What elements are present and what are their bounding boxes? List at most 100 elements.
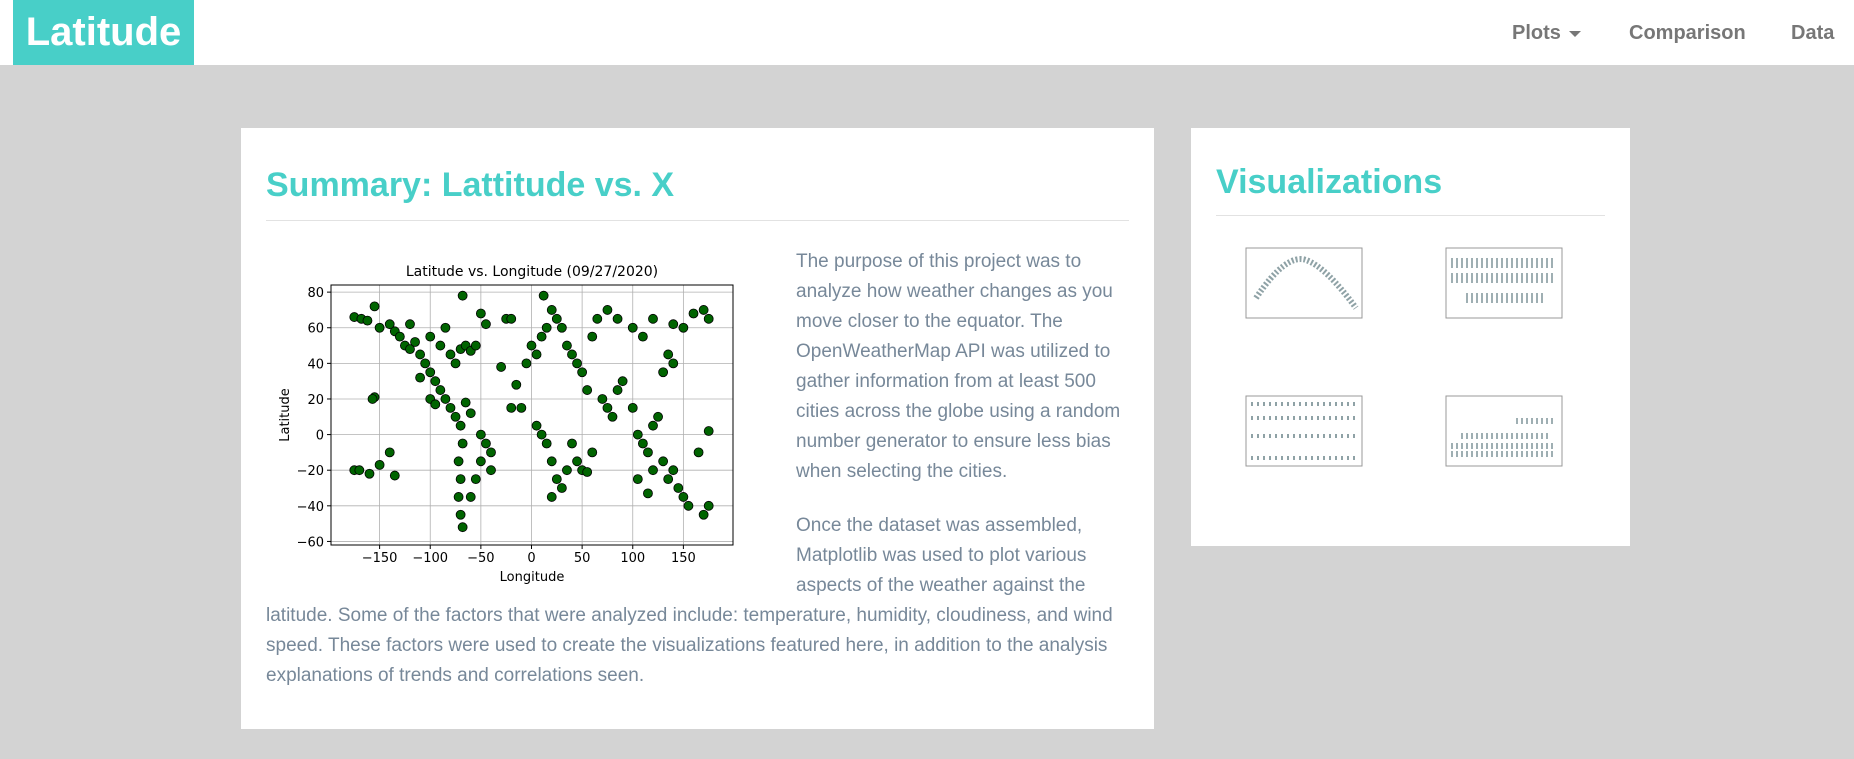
point	[572, 358, 582, 369]
point	[627, 322, 638, 333]
point	[673, 483, 684, 493]
point	[367, 394, 378, 404]
point	[632, 474, 643, 485]
point	[678, 322, 689, 333]
point	[602, 402, 613, 413]
point	[475, 308, 486, 319]
point	[475, 429, 486, 440]
point	[678, 492, 689, 502]
point	[455, 509, 466, 520]
point	[457, 438, 468, 449]
thumbnail[interactable]	[1245, 247, 1363, 319]
chart: −150 −100 −50 0 50 100 150 −60 −40 −20 0 20 40 60 80 La…	[278, 264, 734, 585]
point	[567, 438, 577, 449]
summary-card: Summary: Lattitude vs. X −150 −100 −50 0 50 1…	[241, 128, 1154, 729]
point	[511, 379, 522, 390]
point	[536, 331, 547, 342]
point	[374, 459, 385, 470]
point	[556, 483, 567, 493]
paragraph: The purpose of this project was to analy…	[796, 251, 1121, 482]
x-tick-label: 100	[620, 551, 645, 566]
x-axis-label: Longitude	[500, 570, 565, 585]
point	[389, 470, 400, 481]
point	[556, 322, 567, 333]
point	[587, 331, 598, 342]
point	[516, 402, 527, 413]
point	[465, 492, 476, 502]
point	[653, 411, 663, 422]
point	[506, 313, 517, 324]
point	[663, 349, 674, 360]
thumbnail-frame	[1445, 247, 1563, 319]
point	[470, 474, 481, 485]
y-tick-label: 20	[307, 393, 324, 408]
navbar: Latitude Plots Comparison Data	[0, 0, 1854, 65]
point	[663, 474, 674, 485]
thumbnail[interactable]	[1445, 395, 1563, 467]
point	[643, 447, 653, 458]
thumbnail[interactable]	[1245, 395, 1363, 467]
point	[698, 305, 709, 315]
x-tick-label: 0	[527, 551, 535, 566]
point	[384, 319, 395, 330]
point	[405, 319, 415, 330]
divider	[266, 220, 1129, 221]
point	[460, 397, 471, 408]
point	[551, 313, 562, 324]
nav-link[interactable]: Data	[1791, 22, 1835, 44]
x-tick-label: −150	[362, 551, 398, 566]
point	[425, 367, 436, 378]
paragraph: Once the dataset was assembled, Matplotl…	[266, 515, 1113, 686]
x-tick-label: 50	[574, 551, 591, 566]
plot-frame	[330, 284, 734, 546]
point	[668, 319, 679, 330]
point	[693, 447, 704, 458]
point	[602, 305, 613, 315]
point	[362, 315, 373, 326]
thumbnail-texture	[1451, 258, 1556, 303]
point	[577, 367, 588, 378]
point	[648, 313, 658, 324]
point	[486, 465, 496, 476]
point	[612, 313, 623, 324]
nav-link[interactable]: Plots	[1512, 22, 1561, 44]
point	[597, 394, 608, 404]
point	[658, 456, 669, 467]
point	[668, 465, 679, 476]
point	[457, 290, 468, 301]
nav-dropdown[interactable]: Plots	[1512, 0, 1581, 66]
point	[531, 349, 542, 360]
point	[415, 349, 426, 360]
point	[486, 447, 496, 458]
point	[698, 509, 709, 520]
point	[658, 367, 669, 378]
y-tick-label: −60	[297, 535, 324, 550]
point	[354, 465, 365, 476]
point	[551, 474, 562, 485]
point	[648, 465, 658, 476]
point	[683, 500, 694, 511]
point	[481, 319, 491, 330]
point	[617, 376, 628, 387]
divider	[1216, 215, 1605, 216]
nav-link[interactable]: Comparison	[1629, 22, 1746, 44]
point	[445, 402, 456, 413]
point	[445, 349, 456, 360]
point	[496, 362, 507, 372]
point	[453, 492, 464, 502]
point	[582, 385, 593, 395]
thumbnail-frame	[1445, 395, 1563, 467]
point	[440, 322, 451, 333]
point	[450, 411, 461, 422]
point	[450, 358, 461, 369]
brand[interactable]: Latitude	[13, 0, 194, 65]
point	[648, 420, 658, 431]
point	[470, 340, 481, 351]
point	[531, 420, 542, 431]
point	[481, 438, 491, 449]
point	[562, 340, 572, 351]
point	[703, 426, 714, 436]
point	[607, 411, 618, 422]
thumbnail[interactable]	[1445, 247, 1563, 319]
